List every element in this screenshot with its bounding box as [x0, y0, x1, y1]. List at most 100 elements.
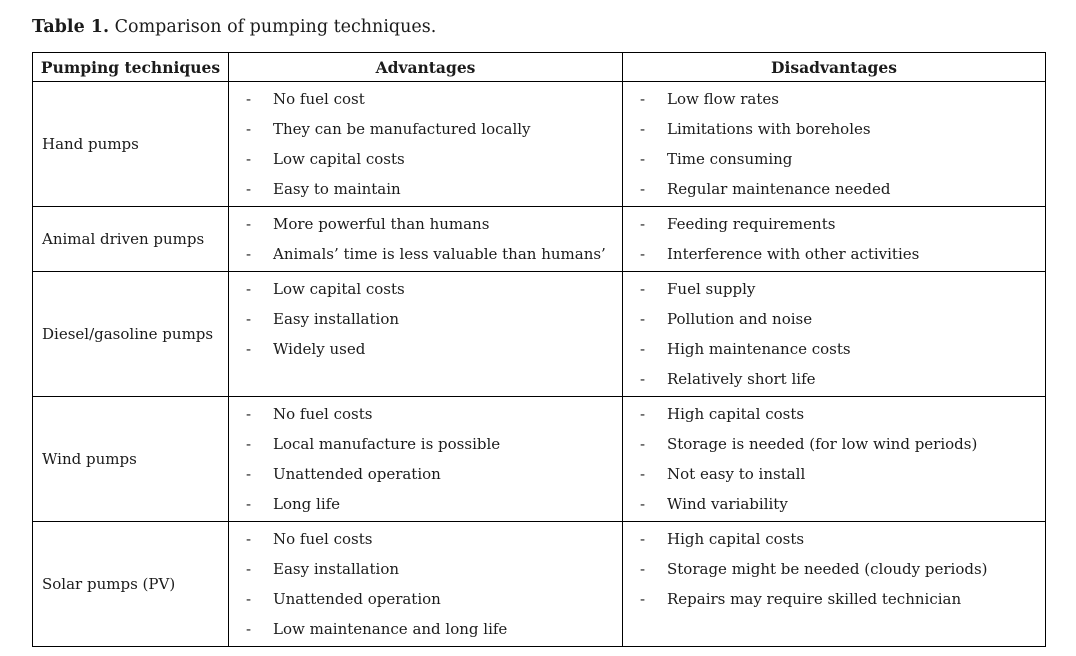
- list-item-text: High capital costs: [667, 405, 805, 423]
- list-item: - Widely used: [229, 334, 622, 364]
- list-item-text: Low maintenance and long life: [273, 620, 508, 638]
- table-caption-label: Table 1.: [32, 17, 110, 37]
- list-item-text: Storage might be needed (cloudy periods): [667, 560, 988, 578]
- bullet-dash: -: [246, 560, 252, 578]
- list-item-text: High maintenance costs: [667, 340, 851, 358]
- list-item: - More powerful than humans: [229, 209, 622, 239]
- disadvantages-cell: - Fuel supply - Pollution and noise - High ma…: [622, 271, 1046, 397]
- bullet-dash: -: [640, 120, 646, 138]
- bullet-dash: -: [640, 590, 646, 608]
- bullet-dash: -: [640, 245, 646, 263]
- table-caption: Table 1. Comparison of pumping technique…: [32, 15, 1045, 39]
- list-item: - No fuel costs: [229, 399, 622, 429]
- list-item-text: Long life: [273, 495, 341, 513]
- list-item-text: Not easy to install: [667, 465, 806, 483]
- list-item-text: Feeding requirements: [667, 215, 836, 233]
- bullet-dash: -: [246, 530, 252, 548]
- header-advantages: Advantages: [228, 52, 623, 82]
- list-item-text: Easy installation: [273, 560, 400, 578]
- bullet-dash: -: [640, 465, 646, 483]
- list-item: - Animals’ time is less valuable than hum…: [229, 239, 622, 269]
- list-item: - No fuel costs: [229, 524, 622, 554]
- list-item-text: Low capital costs: [273, 150, 405, 168]
- list-item: - Low maintenance and long life: [229, 614, 622, 644]
- bullet-dash: -: [246, 215, 252, 233]
- list-item: - Unattended operation: [229, 584, 622, 614]
- list-item: - Pollution and noise: [623, 304, 1045, 334]
- list-item: - Storage is needed (for low wind periods…: [623, 429, 1045, 459]
- list-item: - Interference with other activities: [623, 239, 1045, 269]
- table-row: Wind pumps - No fuel costs - Local manufactu…: [32, 396, 1046, 522]
- list-item: - Low flow rates: [623, 84, 1045, 114]
- list-item: - Wind variability: [623, 489, 1045, 519]
- list-item-text: Easy installation: [273, 310, 400, 328]
- list-item-text: Limitations with boreholes: [667, 120, 871, 138]
- advantages-cell: - More powerful than humans - Animals’ time…: [228, 206, 623, 272]
- list-item-text: Storage is needed (for low wind periods): [667, 435, 978, 453]
- list-item-text: No fuel costs: [273, 405, 373, 423]
- bullet-dash: -: [640, 150, 646, 168]
- list-item: - Low capital costs: [229, 144, 622, 174]
- list-item-text: Relatively short life: [667, 370, 816, 388]
- bullet-dash: -: [246, 180, 252, 198]
- list-item-text: They can be manufactured locally: [273, 120, 531, 138]
- bullet-dash: -: [246, 245, 252, 263]
- bullet-dash: -: [246, 495, 252, 513]
- table-row: Hand pumps - No fuel cost - They can be manu…: [32, 81, 1046, 207]
- header-pumping-techniques: Pumping techniques: [32, 52, 229, 82]
- list-item: - Easy to maintain: [229, 174, 622, 204]
- disadvantages-cell: - Low flow rates - Limitations with borehol…: [622, 81, 1046, 207]
- list-item: - Repairs may require skilled technician: [623, 584, 1045, 614]
- table-caption-text: Comparison of pumping techniques.: [109, 17, 437, 37]
- list-item-text: Unattended operation: [273, 590, 441, 608]
- bullet-dash: -: [640, 215, 646, 233]
- list-item-text: Animals’ time is less valuable than huma…: [273, 245, 606, 263]
- list-item-text: Wind variability: [667, 495, 788, 513]
- bullet-dash: -: [640, 560, 646, 578]
- disadvantages-cell: - High capital costs - Storage is needed (f…: [622, 396, 1046, 522]
- bullet-dash: -: [246, 465, 252, 483]
- advantages-cell: - Low capital costs - Easy installation - Wid…: [228, 271, 623, 397]
- list-item-text: Regular maintenance needed: [667, 180, 891, 198]
- list-item: - Feeding requirements: [623, 209, 1045, 239]
- list-item: - Low capital costs: [229, 274, 622, 304]
- disadvantages-cell: - Feeding requirements - Interference with …: [622, 206, 1046, 272]
- list-item: - Long life: [229, 489, 622, 519]
- list-item: - No fuel cost: [229, 84, 622, 114]
- bullet-dash: -: [640, 340, 646, 358]
- list-item: - Regular maintenance needed: [623, 174, 1045, 204]
- list-item-text: No fuel costs: [273, 530, 373, 548]
- list-item: - Fuel supply: [623, 274, 1045, 304]
- bullet-dash: -: [640, 310, 646, 328]
- list-item-text: Interference with other activities: [667, 245, 920, 263]
- table-body: Hand pumps - No fuel cost - They can be manu…: [32, 81, 1046, 647]
- technique-cell: Solar pumps (PV): [32, 521, 229, 647]
- bullet-dash: -: [246, 435, 252, 453]
- table-row: Solar pumps (PV) - No fuel costs - Easy inst…: [32, 521, 1046, 647]
- bullet-dash: -: [246, 150, 252, 168]
- header-disadvantages: Disadvantages: [622, 52, 1046, 82]
- list-item-text: Repairs may require skilled technician: [667, 590, 962, 608]
- list-item-text: Fuel supply: [667, 280, 756, 298]
- bullet-dash: -: [246, 120, 252, 138]
- list-item: - Unattended operation: [229, 459, 622, 489]
- bullet-dash: -: [246, 90, 252, 108]
- list-item: - Time consuming: [623, 144, 1045, 174]
- list-item: - Not easy to install: [623, 459, 1045, 489]
- list-item-text: Low flow rates: [667, 90, 779, 108]
- bullet-dash: -: [640, 435, 646, 453]
- technique-cell: Wind pumps: [32, 396, 229, 522]
- advantages-cell: - No fuel costs - Local manufacture is poss…: [228, 396, 623, 522]
- list-item-text: No fuel cost: [273, 90, 365, 108]
- table-row: Animal driven pumps - More powerful than h…: [32, 206, 1046, 272]
- bullet-dash: -: [640, 90, 646, 108]
- comparison-table: Pumping techniques Advantages Disadvanta…: [32, 52, 1046, 647]
- technique-cell: Diesel/gasoline pumps: [32, 271, 229, 397]
- bullet-dash: -: [246, 405, 252, 423]
- list-item-text: Pollution and noise: [667, 310, 813, 328]
- table-row: Diesel/gasoline pumps - Low capital costs -…: [32, 271, 1046, 397]
- list-item-text: More powerful than humans: [273, 215, 490, 233]
- bullet-dash: -: [246, 620, 252, 638]
- bullet-dash: -: [246, 340, 252, 358]
